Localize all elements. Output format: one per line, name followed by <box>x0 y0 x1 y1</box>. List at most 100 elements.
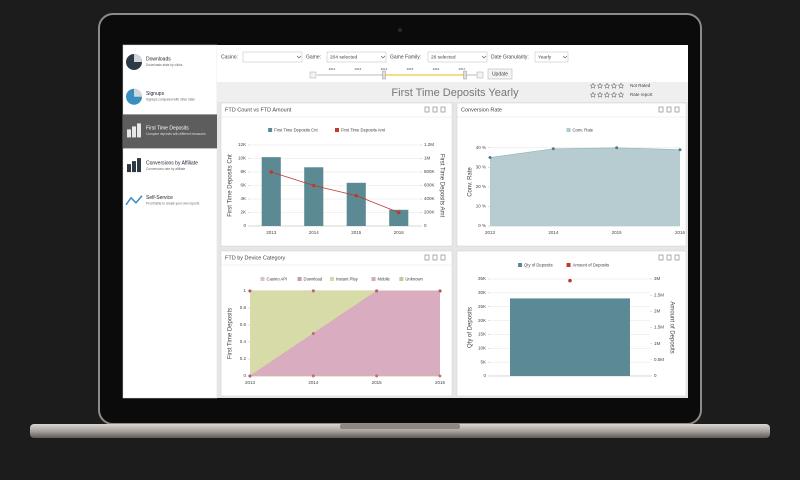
y2-axis-label: Amount of Deposits <box>668 301 674 353</box>
legend-swatch[interactable] <box>297 277 302 281</box>
panel-tool-icon[interactable] <box>658 106 664 113</box>
camera <box>398 28 402 32</box>
y-tick-label: 0.2 <box>240 356 247 361</box>
rating-action[interactable]: Rate report <box>630 92 653 97</box>
slider-button[interactable] <box>309 71 317 79</box>
legend-label[interactable]: Qty of Deposits <box>524 262 553 267</box>
slider-button[interactable] <box>476 71 484 79</box>
dropdown-arrow <box>380 55 386 59</box>
legend-swatch[interactable] <box>371 277 376 281</box>
slider-year: 2012 <box>329 67 336 71</box>
legend-label[interactable]: Mobile <box>378 276 391 281</box>
area-line <box>249 290 440 377</box>
y2-tick-label: 800K <box>424 169 435 174</box>
sidebar-title[interactable]: First Time Deposits <box>146 126 189 132</box>
y-tick-label: 30K <box>478 290 486 295</box>
rating-star[interactable] <box>603 82 611 89</box>
sidebar-title[interactable]: Conversions by Affiliate <box>146 160 198 166</box>
rating-star[interactable] <box>610 82 618 89</box>
rating-star[interactable] <box>617 82 625 89</box>
panel-tool-icon[interactable] <box>666 106 672 113</box>
panel-tool-icon[interactable] <box>658 254 664 261</box>
sidebar-icon <box>127 129 131 138</box>
legend-swatch[interactable] <box>399 277 404 281</box>
dropdown[interactable] <box>326 51 387 63</box>
y-tick-label: 0.8 <box>240 305 247 310</box>
rating-star[interactable] <box>589 82 597 89</box>
rating-star[interactable] <box>596 82 604 89</box>
slider-handle[interactable] <box>463 70 467 80</box>
legend-swatch[interactable] <box>329 277 334 281</box>
panel-tool-icon[interactable] <box>674 254 680 261</box>
panel-tool-icon[interactable] <box>424 106 430 113</box>
y2-tick-label: 200K <box>424 210 435 215</box>
update-button[interactable] <box>487 68 513 80</box>
sidebar-subtitle[interactable]: Conversions rate by affiliate <box>146 167 186 171</box>
dropdown-arrow <box>481 55 487 59</box>
point <box>438 289 442 293</box>
legend-swatch[interactable] <box>268 128 273 132</box>
dropdown-arrow <box>562 55 568 59</box>
x-tick-label: 2013 <box>485 230 496 235</box>
point <box>375 374 379 378</box>
slider-year: 2013 <box>355 67 362 71</box>
y2-tick-label: 1.2M <box>424 142 434 147</box>
panel-title: Conversion Rate <box>461 107 502 113</box>
panel-tool-icon[interactable] <box>432 254 438 261</box>
panel-tool-icon[interactable] <box>440 106 446 113</box>
legend-label[interactable]: Instant Play <box>336 276 359 281</box>
sidebar-title[interactable]: Self-Service <box>146 195 173 201</box>
x-tick-label: 2014 <box>548 230 559 235</box>
legend-label[interactable]: Download <box>304 276 323 281</box>
y-tick-label: 20K <box>478 318 486 323</box>
rating-star[interactable] <box>589 91 597 98</box>
legend-label[interactable]: Unknown <box>405 276 423 281</box>
y-axis-label: First Time Deposits <box>228 308 234 359</box>
sidebar-subtitle[interactable]: Proof table to create your own reports <box>146 202 200 206</box>
y-tick-label: 35K <box>478 276 486 281</box>
legend-swatch[interactable] <box>566 263 571 267</box>
legend-label[interactable]: Casino API <box>267 276 288 281</box>
rating-star[interactable] <box>610 91 618 98</box>
sidebar-icon <box>134 88 142 97</box>
y-tick-label: 0.4 <box>240 339 247 344</box>
legend-label[interactable]: First Time Deposits Cnt <box>274 127 318 132</box>
sidebar-subtitle[interactable]: Downloads stats by clicks <box>146 63 183 67</box>
panel-tool-icon[interactable] <box>424 254 430 261</box>
bar <box>510 298 630 376</box>
sidebar-title[interactable]: Downloads <box>146 56 171 62</box>
legend-swatch[interactable] <box>518 263 523 267</box>
line <box>271 171 399 213</box>
rating-star[interactable] <box>617 91 625 98</box>
legend-label[interactable]: Amount of Deposits <box>573 262 610 267</box>
sidebar-subtitle[interactable]: Compare deposits with different measures <box>146 132 206 136</box>
dropdown[interactable] <box>242 51 303 63</box>
point <box>568 278 572 283</box>
panel-tool-icon[interactable] <box>674 106 680 113</box>
legend-swatch[interactable] <box>260 277 265 281</box>
legend-swatch[interactable] <box>335 128 339 132</box>
rating-star[interactable] <box>596 91 604 98</box>
y-tick-label: 0 <box>243 223 246 228</box>
panel-tool-icon[interactable] <box>666 254 672 261</box>
y-tick-label: 30 % <box>476 165 486 170</box>
slider-handle[interactable] <box>382 70 386 80</box>
point <box>311 183 316 188</box>
legend-label[interactable]: Conv. Rate <box>573 127 594 132</box>
x-tick-label: 2016 <box>675 230 686 235</box>
panel-tool-icon[interactable] <box>432 106 438 113</box>
sidebar-icon <box>132 126 136 138</box>
dropdown[interactable] <box>534 51 569 63</box>
update-button-label[interactable]: Update <box>492 72 508 78</box>
y-tick-label: 20 % <box>476 184 486 189</box>
dropdown[interactable] <box>427 51 488 63</box>
rating-star[interactable] <box>603 91 611 98</box>
legend-swatch[interactable] <box>566 128 571 132</box>
panel-tool-icon[interactable] <box>440 254 446 261</box>
sidebar-subtitle[interactable]: Signups compared with other stats <box>146 98 195 102</box>
area <box>490 147 680 226</box>
legend-label[interactable]: First Time Deposits Amt <box>341 127 386 132</box>
sidebar-title[interactable]: Signups <box>146 91 165 97</box>
bar <box>261 157 281 226</box>
y-tick-label: 2K <box>240 210 246 215</box>
